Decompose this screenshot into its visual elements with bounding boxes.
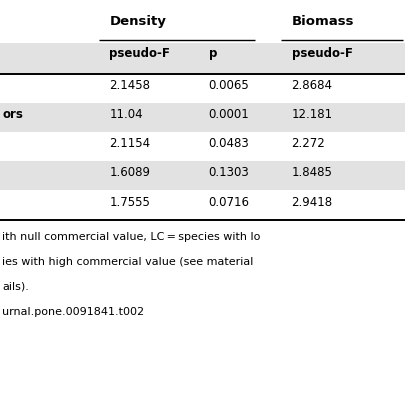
Text: ors: ors	[2, 108, 23, 121]
Text: pseudo-F: pseudo-F	[109, 47, 170, 60]
Text: 1.6089: 1.6089	[109, 166, 150, 179]
Text: 2.9418: 2.9418	[292, 196, 333, 209]
Text: ies with high commercial value (see material: ies with high commercial value (see mate…	[2, 257, 254, 267]
Bar	[0, 10, 405, 43]
Text: 12.181: 12.181	[292, 108, 333, 121]
Bar	[0, 132, 405, 161]
Text: 2.8684: 2.8684	[292, 79, 333, 92]
Bar	[0, 103, 405, 132]
Text: p: p	[209, 47, 217, 60]
Text: 0.0716: 0.0716	[209, 196, 249, 209]
Text: 0.1303: 0.1303	[209, 166, 249, 179]
Text: 11.04: 11.04	[109, 108, 143, 121]
Text: 0.0483: 0.0483	[209, 137, 249, 150]
Text: 0.0001: 0.0001	[209, 108, 249, 121]
Text: 2.1154: 2.1154	[109, 137, 151, 150]
Text: Density: Density	[109, 15, 166, 28]
Bar	[0, 190, 405, 220]
Text: pseudo-F: pseudo-F	[292, 47, 352, 60]
Text: 2.1458: 2.1458	[109, 79, 150, 92]
Text: Biomass: Biomass	[292, 15, 354, 28]
Bar	[0, 161, 405, 190]
Text: ith null commercial value, LC = species with lo: ith null commercial value, LC = species …	[2, 232, 260, 242]
Text: 2.272: 2.272	[292, 137, 325, 150]
Bar	[0, 43, 405, 74]
Text: 0.0065: 0.0065	[209, 79, 249, 92]
Text: 1.8485: 1.8485	[292, 166, 333, 179]
Bar	[0, 74, 405, 103]
Text: urnal.pone.0091841.t002: urnal.pone.0091841.t002	[2, 307, 144, 317]
Text: ails).: ails).	[2, 282, 29, 292]
Text: 1.7555: 1.7555	[109, 196, 150, 209]
